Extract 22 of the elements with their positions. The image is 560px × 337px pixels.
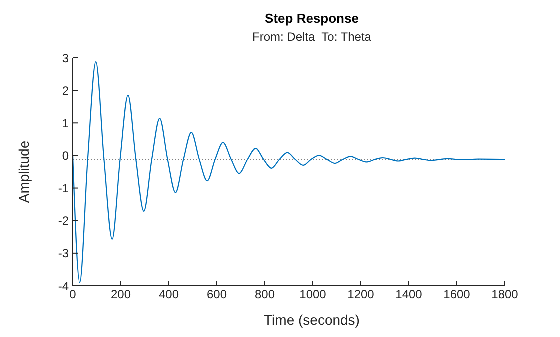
- x-tick-label: 1000: [300, 288, 327, 302]
- x-tick-label: 1200: [348, 288, 375, 302]
- y-axis-title: Amplitude: [16, 140, 32, 204]
- x-tick-label: 800: [254, 288, 276, 302]
- x-tick-label: 200: [110, 288, 132, 302]
- y-tick-label: -3: [58, 246, 70, 261]
- x-axis-title: Time (seconds): [263, 312, 361, 328]
- chart-title: Step Response: [264, 11, 360, 26]
- y-tick-label: 3: [62, 51, 70, 66]
- y-tick-label: 0: [62, 148, 70, 163]
- y-tick-label: -4: [58, 279, 70, 294]
- x-tick-label: 1400: [396, 288, 423, 302]
- x-tick-label: 1600: [444, 288, 471, 302]
- line-series: [73, 61, 505, 284]
- y-tick-label: -1: [58, 182, 70, 196]
- y-tick-label: -2: [58, 214, 70, 228]
- x-tick-label: 1800: [492, 288, 519, 302]
- y-tick-label: 1: [62, 116, 70, 130]
- chart-subtitle: From: Delta To: Theta: [252, 30, 372, 44]
- y-tick-label: 2: [62, 84, 70, 98]
- x-tick-label: 600: [206, 288, 228, 302]
- x-tick-label: 400: [158, 288, 180, 302]
